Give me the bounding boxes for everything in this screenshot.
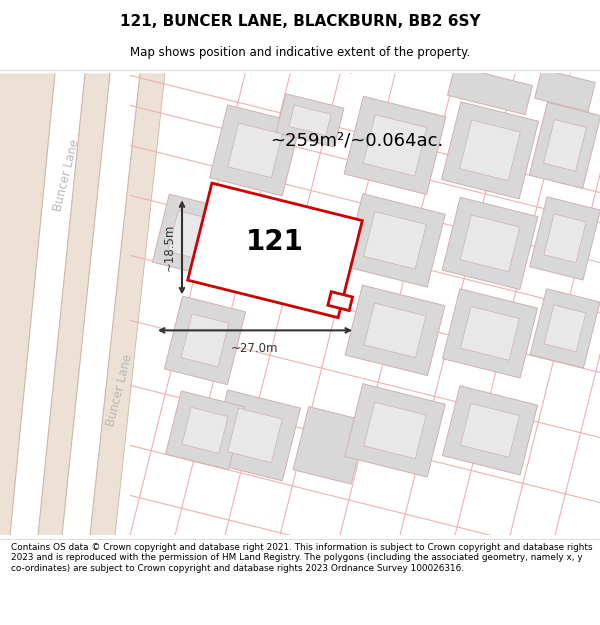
Polygon shape xyxy=(363,115,427,176)
Text: Map shows position and indicative extent of the property.: Map shows position and indicative extent… xyxy=(130,46,470,59)
Text: 121, BUNCER LANE, BLACKBURN, BB2 6SY: 121, BUNCER LANE, BLACKBURN, BB2 6SY xyxy=(119,14,481,29)
Text: 121: 121 xyxy=(246,228,304,256)
Polygon shape xyxy=(181,314,229,367)
Polygon shape xyxy=(0,73,55,536)
Polygon shape xyxy=(182,408,228,453)
Polygon shape xyxy=(448,66,532,114)
Polygon shape xyxy=(544,305,586,352)
Polygon shape xyxy=(544,119,586,171)
Polygon shape xyxy=(344,96,446,194)
Polygon shape xyxy=(38,73,110,536)
Text: ~259m²/~0.064ac.: ~259m²/~0.064ac. xyxy=(270,131,443,149)
Polygon shape xyxy=(289,105,331,136)
Polygon shape xyxy=(276,94,344,147)
Polygon shape xyxy=(228,123,282,177)
Polygon shape xyxy=(228,408,282,462)
Polygon shape xyxy=(188,183,362,318)
Polygon shape xyxy=(530,197,600,280)
Polygon shape xyxy=(364,212,426,269)
Polygon shape xyxy=(345,285,445,376)
Polygon shape xyxy=(209,105,301,196)
Polygon shape xyxy=(344,194,445,287)
Polygon shape xyxy=(535,69,595,112)
Polygon shape xyxy=(168,211,212,260)
Polygon shape xyxy=(442,386,538,475)
Polygon shape xyxy=(328,292,353,311)
Polygon shape xyxy=(460,120,520,181)
Polygon shape xyxy=(209,390,301,481)
Polygon shape xyxy=(90,73,165,536)
Polygon shape xyxy=(460,215,520,272)
Text: ~27.0m: ~27.0m xyxy=(231,342,279,356)
Text: Contains OS data © Crown copyright and database right 2021. This information is : Contains OS data © Crown copyright and d… xyxy=(11,543,592,573)
Text: Buncer Lane: Buncer Lane xyxy=(105,353,135,428)
Polygon shape xyxy=(164,296,245,384)
Polygon shape xyxy=(10,73,85,536)
Polygon shape xyxy=(530,289,600,368)
Text: Buncer Lane: Buncer Lane xyxy=(52,138,82,213)
Polygon shape xyxy=(442,289,538,378)
Polygon shape xyxy=(166,391,244,470)
Polygon shape xyxy=(344,384,445,477)
Polygon shape xyxy=(442,102,538,199)
Polygon shape xyxy=(364,303,426,358)
Polygon shape xyxy=(62,73,140,536)
Text: ~18.5m: ~18.5m xyxy=(163,224,176,271)
Polygon shape xyxy=(544,214,586,262)
Polygon shape xyxy=(152,194,227,277)
Polygon shape xyxy=(293,407,367,484)
Polygon shape xyxy=(442,198,538,289)
Polygon shape xyxy=(461,404,520,458)
Polygon shape xyxy=(364,402,426,459)
Polygon shape xyxy=(529,102,600,188)
Polygon shape xyxy=(461,306,520,360)
